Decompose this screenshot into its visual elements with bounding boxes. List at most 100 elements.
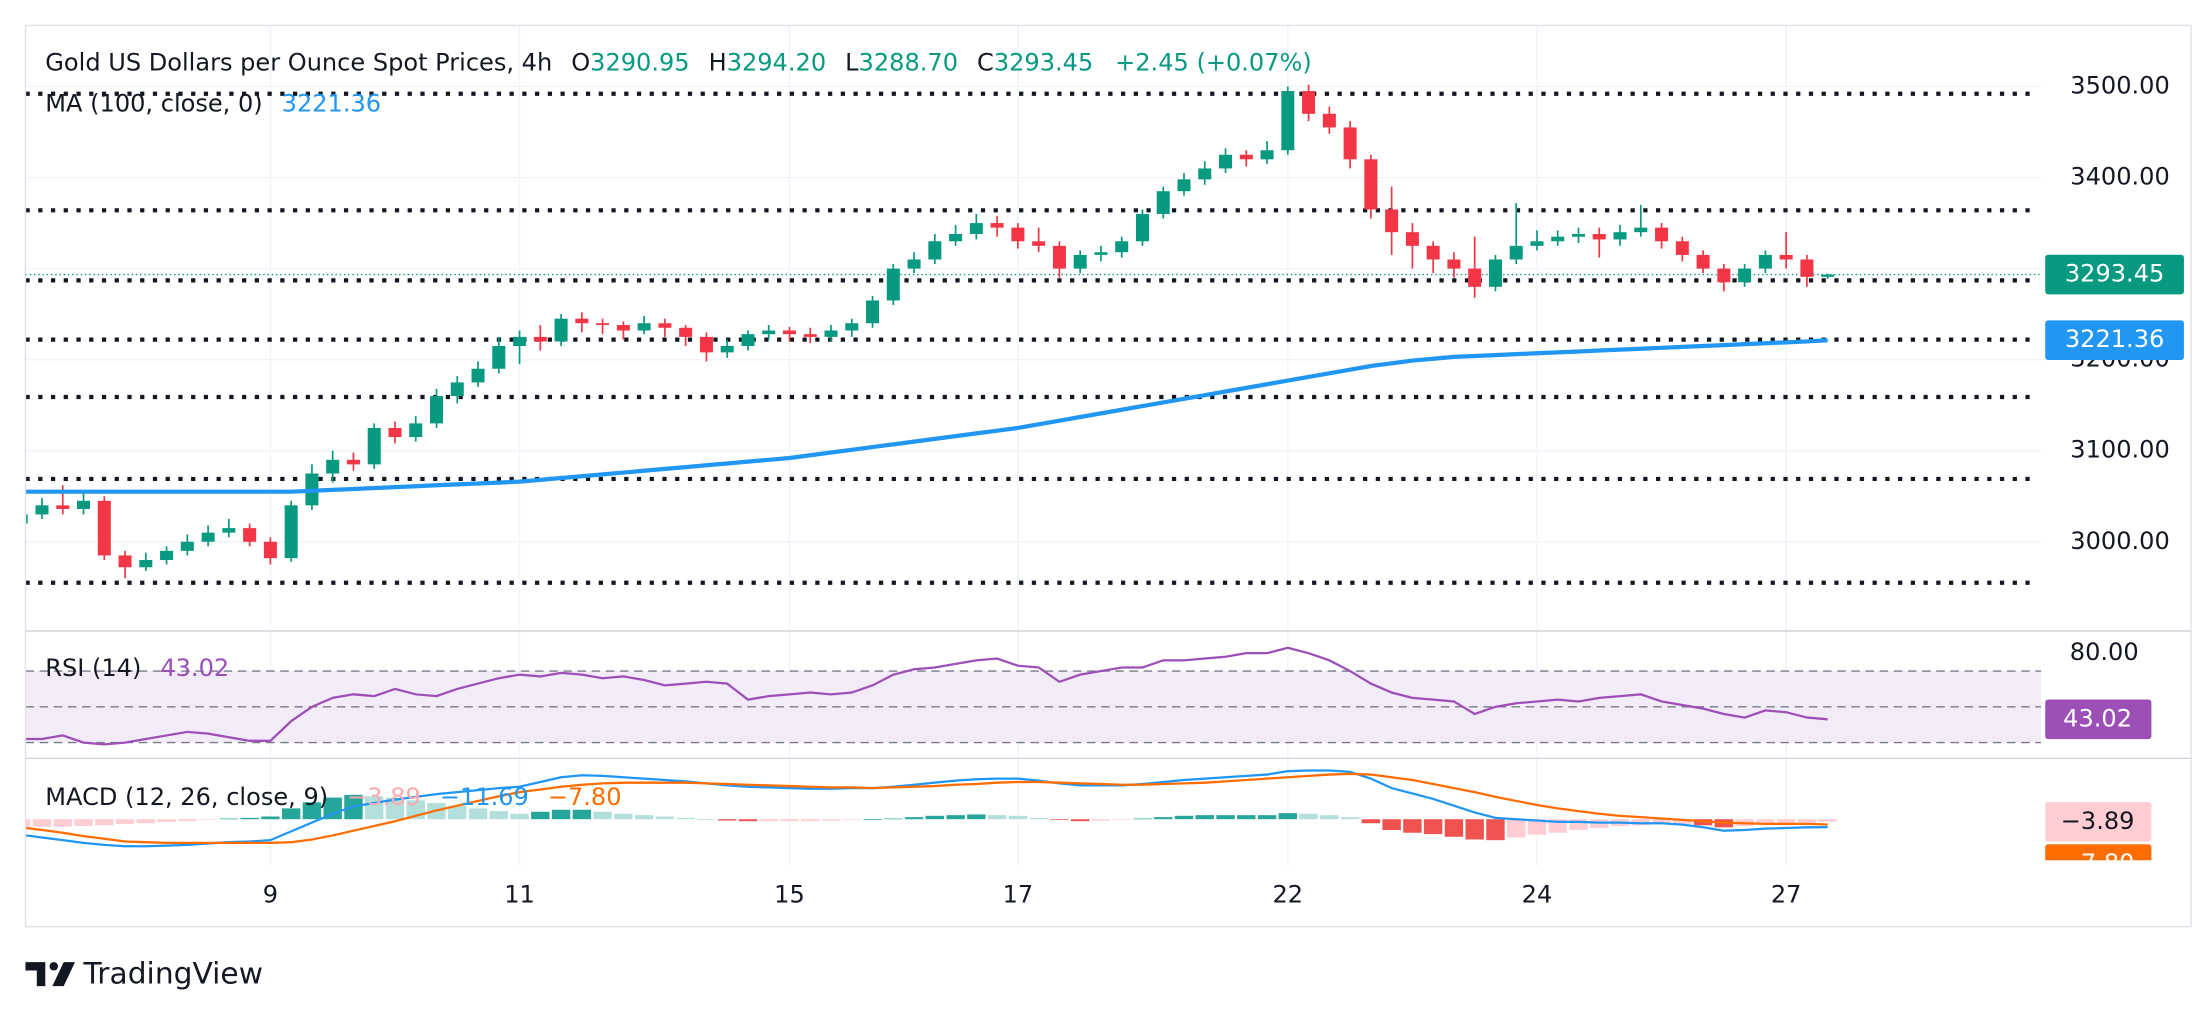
candle-body [180,541,194,551]
rsi-box [2045,699,2152,740]
histogram-bar [261,816,280,820]
x-tick-label: 27 [1771,881,1802,909]
rsi-label: 43.02 [2063,704,2132,732]
y-tick-label: 3000.00 [2070,527,2169,555]
candle-body [1322,113,1336,128]
ohlc-value: 3290.95 [590,49,689,77]
histogram-bar [1569,819,1588,831]
candle-body [1613,232,1627,240]
candle-body [1239,154,1253,160]
price-pane [25,84,2041,585]
ohlc-letter: L [845,49,859,77]
candle-body [1011,227,1025,242]
candle-body [56,505,70,509]
histogram-bar [987,815,1007,820]
histogram-bar [1797,819,1817,823]
candle-body [741,334,755,346]
histogram-bar [1299,813,1318,820]
histogram-bar [572,809,592,820]
rsi-pane [25,646,2041,746]
candle-body [928,241,942,260]
x-tick-label: 17 [1003,881,1034,909]
macd-axis: −7.80 −3.89 [2045,802,2152,861]
ohlc-letter: C [977,49,994,77]
histogram-bar [1507,819,1526,838]
change: +2.45 (+0.07%) [1115,49,1312,77]
candle-body [575,318,589,324]
histogram-bar [738,819,758,822]
rsi-line [25,646,1828,746]
candle-body [97,500,111,556]
candle-body [803,334,817,337]
candle-body [762,330,776,335]
histogram-label: −3.89 [2061,807,2135,835]
histogram-bar [967,814,986,820]
candle-body [1219,154,1233,169]
candle-body [139,559,153,568]
candle-body [284,505,298,559]
histogram-bar [240,817,259,820]
header: Gold US Dollars per Ounce Spot Prices, 4… [45,49,1311,77]
histogram-bar [302,802,322,820]
histogram-bar [1216,815,1235,820]
histogram-bar [1195,815,1214,820]
histogram-bar [1423,819,1443,835]
histogram-bar [219,818,239,820]
candle-body [533,336,547,342]
candle-body [1821,274,1835,277]
brand: TradingView [83,956,264,991]
histogram-bar [1776,819,1796,824]
candle-body [1509,245,1523,260]
histogram-bar [1257,815,1277,820]
candle-body [450,382,464,397]
histogram-bar [385,797,405,820]
candle-body [1571,233,1586,237]
candle-body [118,555,132,568]
frame [24,24,2192,928]
candle-body [263,541,277,559]
candle-body [1052,245,1066,269]
y-tick-label: 3100.00 [2070,436,2169,464]
candle-body [1530,241,1544,246]
histogram-bar [115,819,135,824]
candle-body [949,233,963,242]
histogram-bar [136,819,156,824]
candle-body [699,336,713,353]
rsi-legend: RSI (14) 43.02 [45,654,229,682]
candle-body [1592,233,1606,240]
candle-body [492,345,506,369]
candle-body [429,396,444,424]
marks-layer [25,84,2041,848]
candle-body [824,330,838,337]
candle-body [1447,259,1461,269]
histogram-bar [1527,819,1547,835]
histogram-bar [925,815,945,820]
y-tick-label: 80.00 [2070,638,2139,666]
histogram-bar [1112,819,1131,820]
candle-body [596,323,610,326]
histogram-bar [468,808,488,820]
candle-body [1156,191,1170,214]
candle-body [1302,91,1316,114]
logo-mark [52,962,76,987]
histogram-bar [821,819,841,821]
candle-body [1343,127,1357,160]
macd-value: −11.69 [440,783,529,811]
front-layer: 9 11 15 17 22 24 27 3293.45 3221.36 43.02 −7.80 −3.… [263,254,2184,909]
logo: TradingView [25,956,263,991]
histogram-bar [634,815,654,820]
histogram-bar [1091,819,1111,821]
candle-body [866,300,880,324]
histogram-bar [1340,817,1360,820]
candle-body [845,323,859,331]
ma-value: 3221.36 [282,90,381,118]
histogram-bar [489,811,508,820]
candle-body [160,550,174,560]
candle-body [1634,227,1648,233]
candle-body [1198,168,1212,180]
candle-body [1073,254,1087,269]
logo-mark [49,962,59,971]
candle-body [969,223,983,234]
candle-body [1675,241,1689,255]
